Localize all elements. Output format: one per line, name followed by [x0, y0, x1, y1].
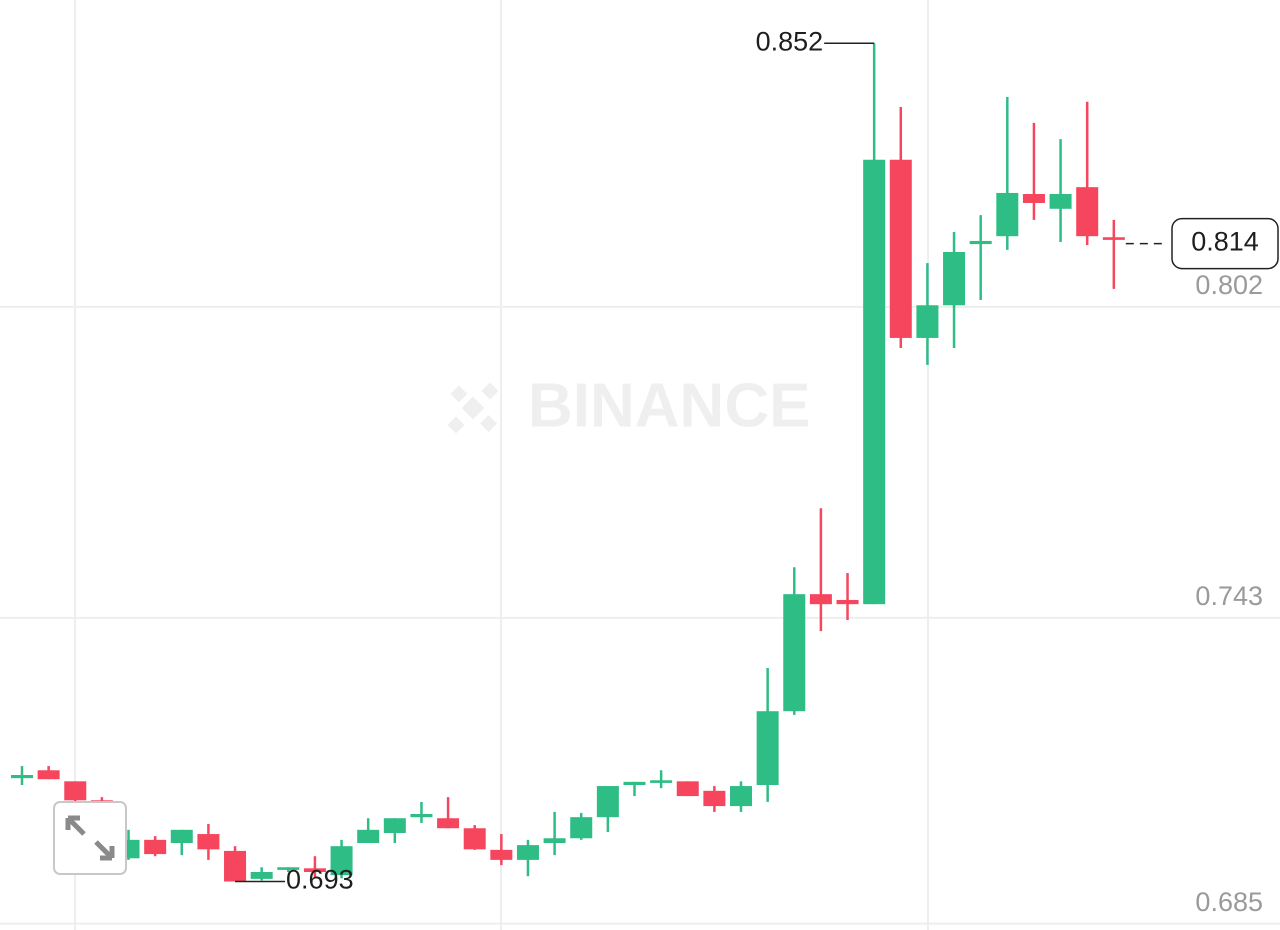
y-tick-label: 0.685	[1195, 887, 1263, 917]
candle-body	[383, 818, 406, 833]
candle-body	[676, 781, 699, 797]
last-price-box	[1171, 217, 1279, 270]
candle-body	[943, 252, 966, 306]
watermark: BINANCE	[447, 371, 810, 440]
candle-body	[730, 786, 753, 807]
candle-body	[250, 872, 273, 879]
candle-body	[490, 849, 513, 860]
candle-body	[1076, 187, 1099, 237]
last-price-label: 0.814	[1191, 227, 1259, 257]
low-label: 0.693	[286, 865, 354, 895]
watermark-text: BINANCE	[528, 371, 810, 440]
candle-body	[996, 192, 1019, 237]
candle-body	[570, 817, 593, 839]
candle-body	[170, 829, 193, 844]
candle-body	[277, 867, 300, 870]
candle-body	[144, 839, 167, 855]
candle-body	[596, 786, 619, 818]
candle-body	[357, 829, 380, 844]
candle-body	[64, 781, 87, 801]
candle-body	[756, 711, 779, 786]
candle-body	[836, 599, 859, 605]
candle-body	[623, 781, 646, 786]
candle-body	[889, 159, 912, 338]
y-tick-label: 0.743	[1195, 581, 1263, 611]
expand-button[interactable]	[53, 801, 127, 875]
candle-body	[303, 868, 326, 873]
candle-body	[969, 240, 992, 245]
candle-body	[516, 845, 539, 860]
candle-body	[224, 850, 247, 882]
candle-body	[809, 594, 832, 605]
candle-body	[650, 780, 673, 783]
candle-body	[410, 814, 433, 818]
candle-body	[703, 790, 726, 807]
candle-body	[916, 305, 939, 338]
high-label: 0.852	[756, 26, 824, 56]
candle-body	[37, 770, 60, 780]
candle-body	[783, 594, 806, 712]
candle-body	[11, 775, 33, 779]
candle-body	[1022, 194, 1045, 203]
candle-body	[197, 834, 220, 850]
candle-body	[543, 838, 566, 844]
candle-body	[437, 818, 460, 829]
candle-body	[463, 828, 486, 850]
candle-body	[330, 846, 353, 876]
y-tick-label: 0.802	[1195, 270, 1263, 300]
candle-body	[863, 159, 886, 605]
candle-body	[1102, 237, 1125, 240]
candle-body	[1049, 194, 1072, 209]
